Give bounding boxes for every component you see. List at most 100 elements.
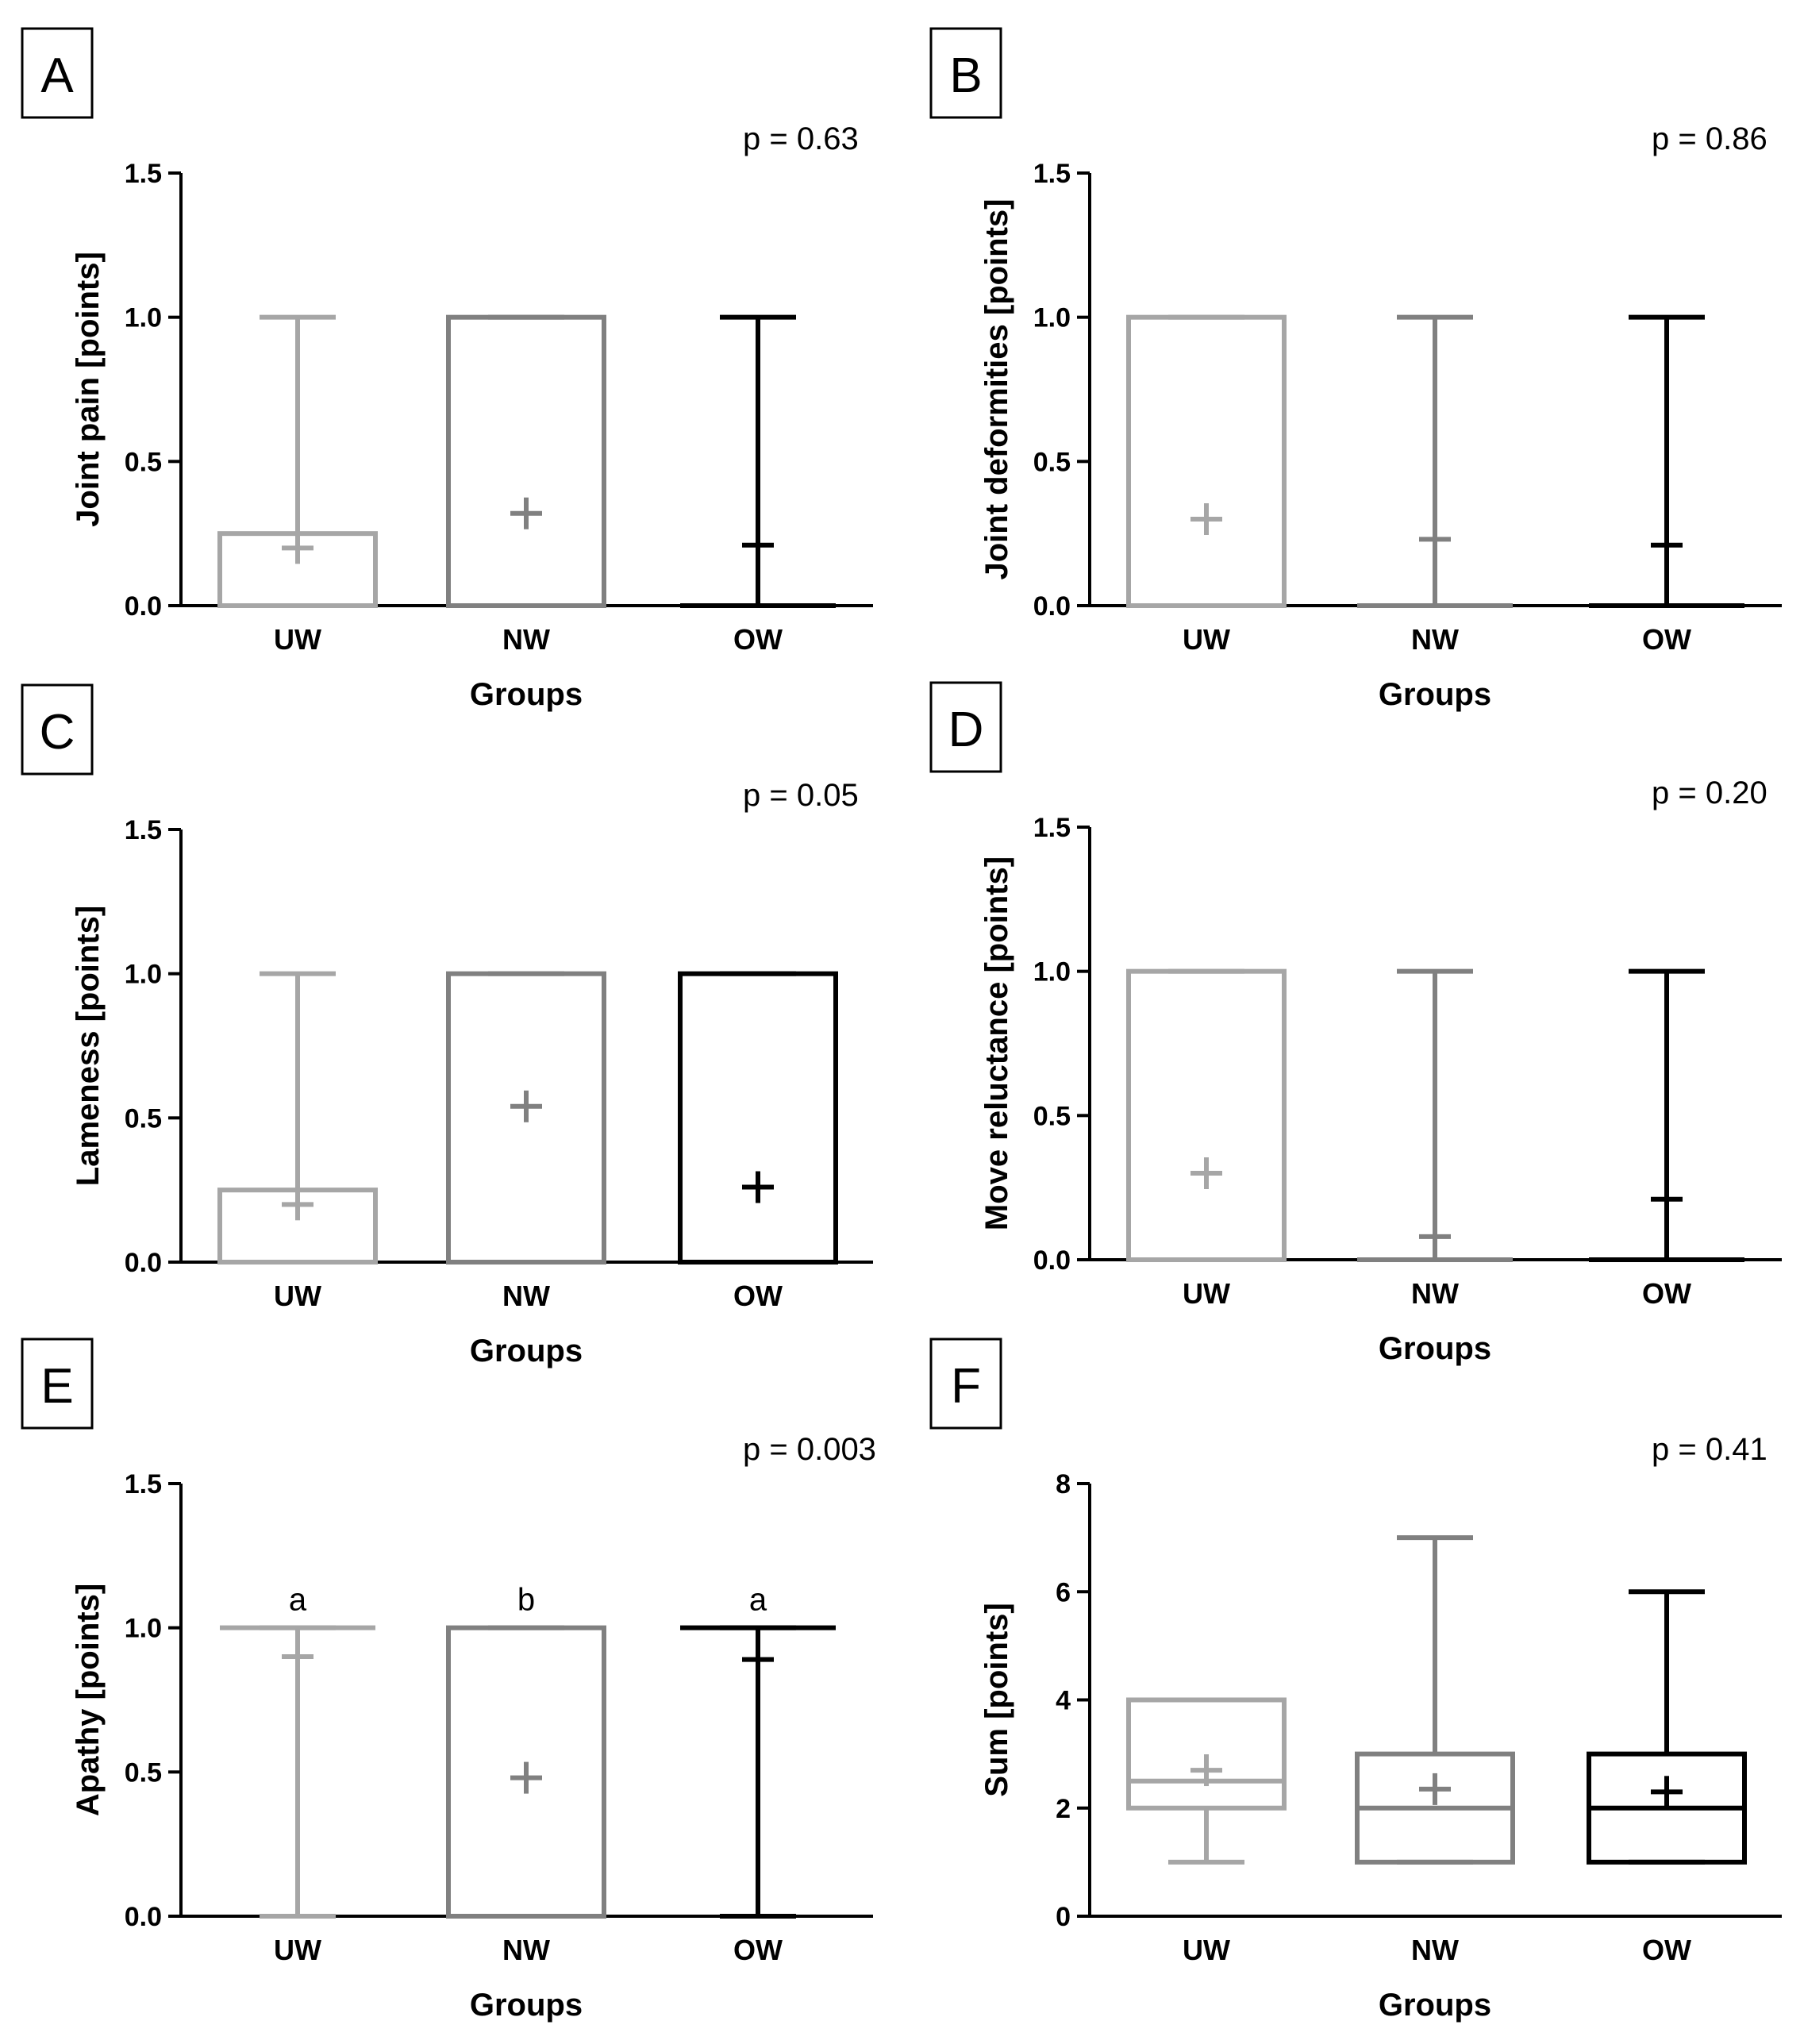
p-value: p = 0.41 [1652, 1432, 1767, 1467]
y-tick-label: 0.5 [1033, 447, 1071, 477]
panel-letter: D [948, 703, 984, 757]
x-tick-label: UW [1183, 623, 1230, 656]
x-tick-label: NW [1411, 623, 1459, 656]
box-iqr [446, 314, 606, 608]
y-axis-label: Joint deformities [points] [979, 199, 1014, 580]
y-axis-label: Sum [points] [979, 1603, 1014, 1796]
y-tick-label: 0.0 [125, 1248, 162, 1278]
box-OW [1589, 968, 1744, 1262]
significance-label: a [289, 1583, 307, 1618]
panel-B: Bp = 0.86 0.0 0.5 1.0 1.5 UW NW OW Groups Joint d… [929, 27, 1782, 712]
panel-F: Fp = 0.41 0 2 4 6 8 UW NW OW Groups Sum [points] [929, 1338, 1782, 2023]
panel-D: Dp = 0.20 0.0 0.5 1.0 1.5 UW NW OW Groups Move re… [929, 681, 1782, 1366]
y-tick-label: 0.0 [1033, 1245, 1071, 1276]
panel-letter: E [40, 1359, 73, 1414]
mean-marker [1419, 1773, 1451, 1805]
y-tick-label: 0.5 [125, 447, 162, 477]
x-tick-label: UW [1183, 1277, 1230, 1310]
box-UW [1126, 1697, 1287, 1865]
mean-marker [282, 1188, 313, 1221]
y-tick-label: 0.5 [125, 1103, 162, 1134]
mean-marker [1419, 1220, 1451, 1253]
box-iqr [1126, 1697, 1287, 1811]
box-OW [1589, 314, 1744, 608]
y-tick-label: 2 [1056, 1794, 1071, 1824]
box-NW [1357, 314, 1513, 608]
box-NW [446, 314, 606, 608]
box-OW [678, 971, 838, 1265]
y-tick-label: 6 [1056, 1577, 1071, 1607]
y-axis-label: Move reluctance [points] [979, 856, 1014, 1230]
panel-A: Ap = 0.63 0.0 0.5 1.0 1.5 UW NW OW Groups Joint p… [21, 27, 873, 712]
panel-letter: F [951, 1359, 981, 1414]
box-OW [680, 314, 836, 608]
y-axis-label: Lameness [points] [71, 906, 106, 1186]
p-value: p = 0.20 [1652, 776, 1767, 810]
x-axis-label: Groups [470, 677, 583, 712]
mean-marker [742, 1171, 774, 1203]
box-UW [217, 314, 378, 609]
box-OW: a [680, 1583, 836, 1919]
mean-marker [282, 532, 313, 564]
box-OW [1587, 1589, 1747, 1865]
x-tick-label: OW [733, 623, 783, 656]
y-tick-label: 1.5 [1033, 813, 1071, 843]
p-value: p = 0.05 [743, 778, 859, 813]
x-tick-label: OW [1642, 623, 1691, 656]
panel-letter-box [929, 27, 1002, 119]
box-iqr [678, 971, 838, 1265]
box-UW: a [220, 1583, 375, 1919]
y-axis-label: Joint pain [points] [71, 252, 106, 527]
y-tick-label: 1.0 [1033, 957, 1071, 987]
panel-letter-box [21, 1338, 94, 1430]
box-NW [1355, 1535, 1515, 1865]
x-tick-label: NW [1411, 1934, 1459, 1966]
y-axis-label: Apathy [points] [71, 1584, 106, 1816]
y-tick-label: 0.5 [125, 1757, 162, 1788]
x-axis-label: Groups [1379, 1988, 1491, 2023]
y-tick-label: 1.5 [1033, 159, 1071, 189]
mean-marker [1190, 1754, 1222, 1787]
y-tick-label: 0.0 [125, 591, 162, 622]
x-axis-label: Groups [1379, 1331, 1491, 1366]
x-axis-label: Groups [470, 1334, 583, 1368]
x-tick-label: UW [274, 1280, 321, 1312]
significance-label: a [749, 1583, 767, 1618]
box-NW: b [446, 1583, 606, 1919]
x-tick-label: NW [502, 1934, 550, 1966]
p-value: p = 0.86 [1652, 121, 1767, 156]
x-tick-label: UW [274, 623, 321, 656]
y-tick-label: 1.0 [125, 960, 162, 990]
mean-marker [510, 1761, 542, 1794]
significance-label: b [517, 1583, 535, 1618]
mean-marker [510, 1090, 542, 1122]
panel-letter-box [929, 681, 1002, 773]
x-tick-label: OW [1642, 1277, 1691, 1310]
y-tick-label: 1.0 [1033, 303, 1071, 333]
box-NW [1357, 968, 1513, 1262]
mean-marker [1190, 1157, 1222, 1189]
panel-C: Cp = 0.05 0.0 0.5 1.0 1.5 UW NW OW Groups Lamenes… [21, 683, 873, 1368]
mean-marker [1651, 1183, 1683, 1215]
box-NW [446, 971, 606, 1265]
mean-marker [1419, 523, 1451, 556]
panel-letter: B [949, 48, 982, 103]
mean-marker [742, 1643, 774, 1676]
x-tick-label: OW [1642, 1934, 1691, 1966]
y-tick-label: 0.0 [125, 1902, 162, 1932]
y-tick-label: 8 [1056, 1469, 1071, 1499]
p-value: p = 0.003 [743, 1432, 876, 1467]
box-iqr [1126, 968, 1287, 1262]
mean-marker [742, 529, 774, 561]
x-tick-label: OW [733, 1280, 783, 1312]
panel-E: Ep = 0.003 0.0 0.5 1.0 1.5 UW NW OW Groups Apathy… [21, 1338, 876, 2023]
y-tick-label: 0.5 [1033, 1101, 1071, 1131]
panel-letter: C [40, 705, 75, 760]
box-UW [1126, 314, 1287, 608]
x-tick-label: NW [502, 623, 550, 656]
y-tick-label: 1.5 [125, 159, 162, 189]
x-axis-label: Groups [1379, 677, 1491, 712]
panel-letter: A [40, 48, 74, 103]
panel-letter-box [21, 27, 94, 119]
